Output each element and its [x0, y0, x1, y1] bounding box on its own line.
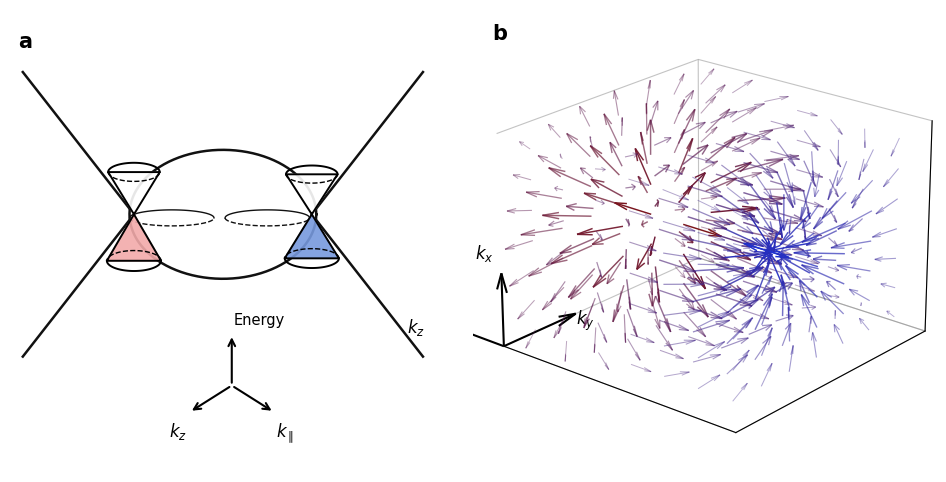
- Polygon shape: [286, 174, 338, 214]
- Polygon shape: [285, 214, 339, 258]
- Text: Energy: Energy: [234, 313, 286, 328]
- Polygon shape: [130, 150, 316, 279]
- Text: $k_\parallel$: $k_\parallel$: [276, 421, 294, 445]
- Text: $k_z$: $k_z$: [169, 421, 187, 442]
- Text: a: a: [18, 32, 32, 52]
- Text: b: b: [492, 24, 507, 44]
- Polygon shape: [108, 172, 160, 214]
- Polygon shape: [107, 214, 161, 261]
